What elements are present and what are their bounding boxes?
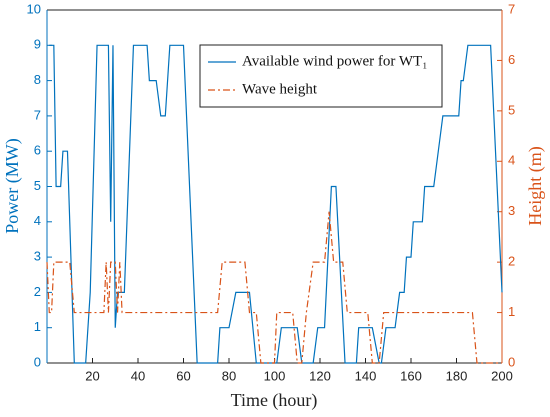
y-tick-label: 5 bbox=[34, 178, 41, 193]
x-tick-label: 140 bbox=[355, 368, 377, 383]
y2-tick-label: 6 bbox=[508, 52, 515, 67]
x-axis-label: Time (hour) bbox=[231, 390, 318, 411]
legend-label: Available wind power for WT₁ bbox=[242, 53, 427, 69]
x-tick-label: 60 bbox=[176, 368, 190, 383]
x-tick-label: 200 bbox=[491, 368, 513, 383]
x-tick-label: 180 bbox=[446, 368, 468, 383]
series-line bbox=[46, 211, 502, 364]
x-tick-label: 100 bbox=[264, 368, 286, 383]
y-tick-label: 8 bbox=[34, 72, 41, 87]
x-tick-label: 160 bbox=[400, 368, 422, 383]
y2-tick-label: 7 bbox=[508, 1, 515, 16]
y-tick-label: 3 bbox=[34, 249, 41, 264]
x-tick-label: 80 bbox=[222, 368, 236, 383]
x-tick-label: 40 bbox=[131, 368, 145, 383]
y-tick-label: 2 bbox=[34, 284, 41, 299]
y-tick-label: 10 bbox=[27, 1, 41, 16]
y2-tick-label: 5 bbox=[508, 102, 515, 117]
y-tick-label: 0 bbox=[34, 354, 41, 369]
y2-tick-label: 1 bbox=[508, 304, 515, 319]
y2-tick-label: 3 bbox=[508, 203, 515, 218]
y-tick-label: 4 bbox=[34, 213, 41, 228]
x-tick-label: 20 bbox=[85, 368, 99, 383]
legend-box bbox=[199, 44, 443, 108]
x-tick-label: 120 bbox=[309, 368, 331, 383]
y-axis-label: Power (MW) bbox=[2, 138, 23, 233]
series-line bbox=[49, 44, 503, 364]
y2-tick-label: 0 bbox=[508, 354, 515, 369]
y2-axis-label: Height (m) bbox=[525, 146, 546, 225]
y-tick-label: 1 bbox=[34, 319, 41, 334]
y-tick-label: 6 bbox=[34, 143, 41, 158]
y-tick-label: 7 bbox=[34, 107, 41, 122]
y2-tick-label: 4 bbox=[508, 153, 515, 168]
y2-tick-label: 2 bbox=[508, 254, 515, 269]
y-tick-label: 9 bbox=[34, 37, 41, 52]
legend-label: Wave height bbox=[242, 81, 318, 97]
